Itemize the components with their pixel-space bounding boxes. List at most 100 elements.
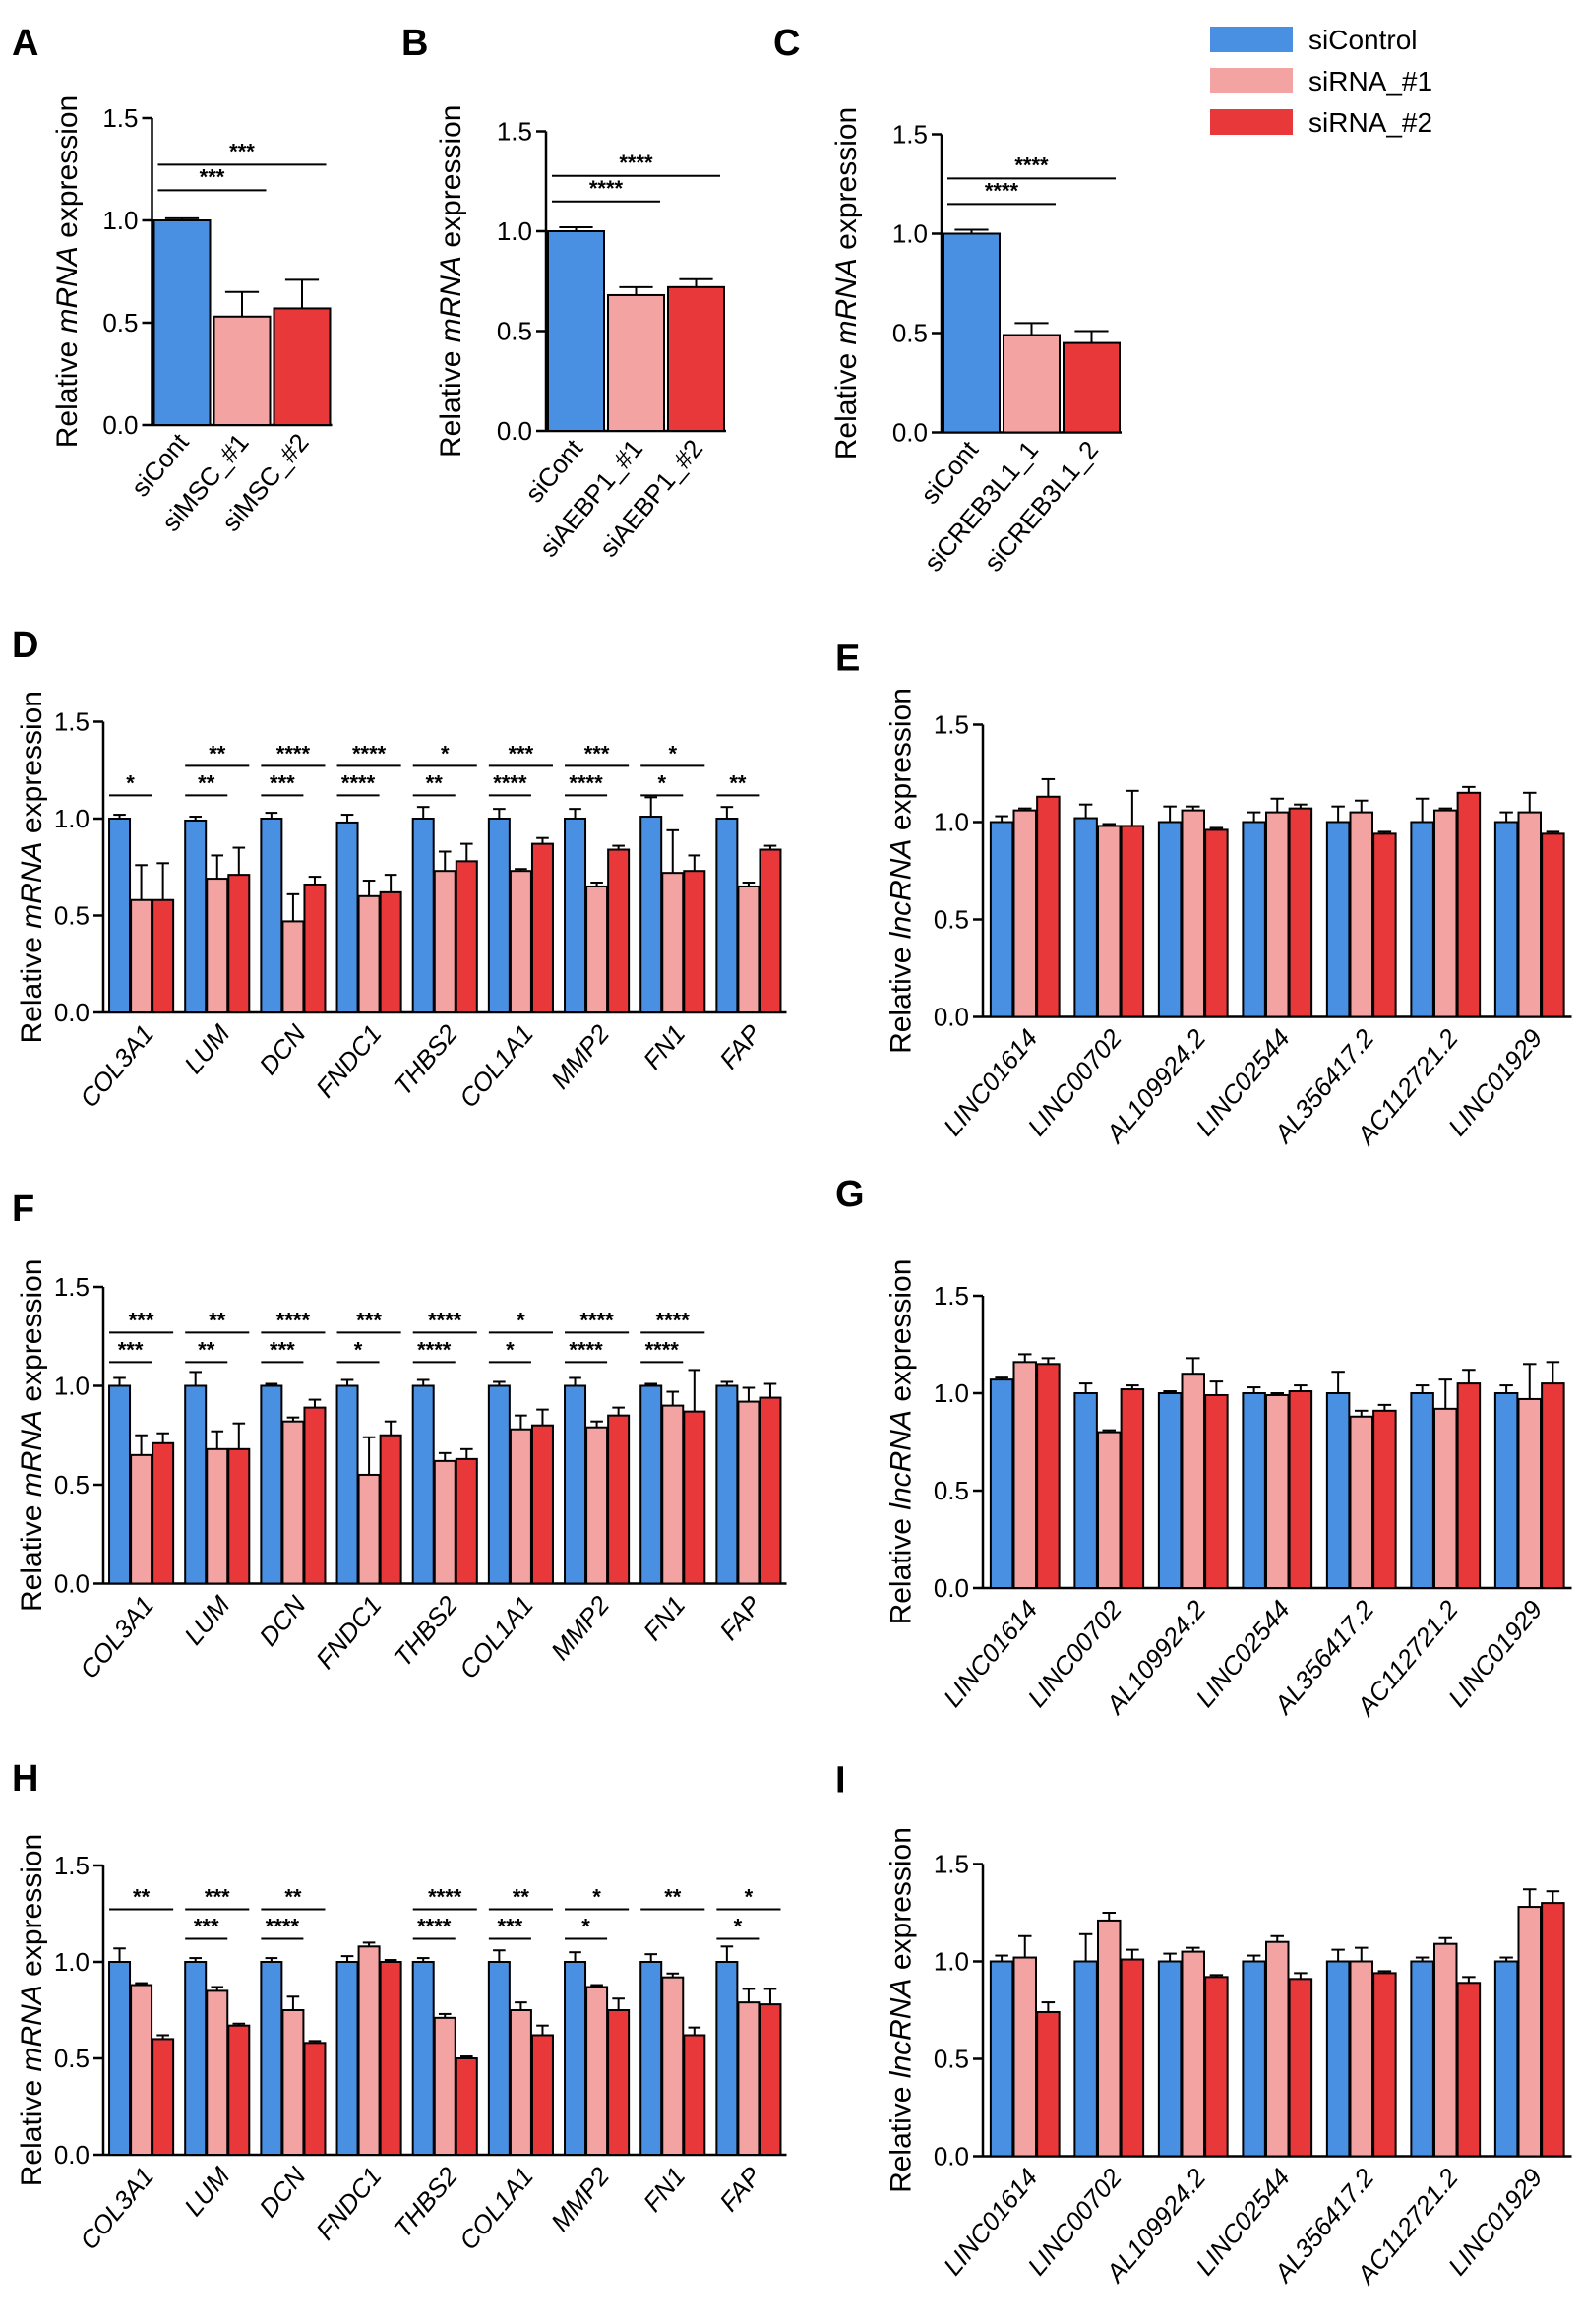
y-tick-label: 0.5 xyxy=(54,901,90,931)
panel-label: F xyxy=(12,1189,34,1230)
y-label-post: expression xyxy=(51,95,84,246)
y-axis-label: Relative mRNA expression xyxy=(435,105,467,458)
bar xyxy=(509,1428,532,1585)
y-tick-label: 0.5 xyxy=(934,905,969,935)
bar xyxy=(1204,1393,1229,1589)
bar xyxy=(1288,1978,1313,2158)
y-label-pre: Relative xyxy=(16,2072,48,2187)
sig-label: *** xyxy=(509,741,534,765)
y-tick-label: 1.5 xyxy=(102,103,138,133)
sig-label: *** xyxy=(129,1308,154,1332)
x-tick-label: FNDC1 xyxy=(310,1590,388,1675)
bar xyxy=(1012,1361,1037,1589)
bar xyxy=(737,2001,761,2157)
bar xyxy=(1242,821,1266,1018)
sig-label: ** xyxy=(209,741,226,765)
y-label-italic: mRNA xyxy=(830,258,863,344)
legend-label: siRNA_#1 xyxy=(1308,66,1432,96)
bar xyxy=(130,1984,153,2157)
y-label-post: expression xyxy=(885,688,918,838)
bar xyxy=(303,1406,327,1585)
bar xyxy=(1349,1415,1373,1590)
bar xyxy=(1433,809,1458,1018)
bar xyxy=(989,1378,1014,1590)
bar xyxy=(943,232,1001,434)
y-label-pre: Relative xyxy=(51,334,84,449)
y-label-italic: lncRNA xyxy=(885,1410,918,1510)
y-axis-label: Relative lncRNA expression xyxy=(885,1827,918,2193)
bar xyxy=(1325,1392,1351,1589)
x-tick-label: FAP xyxy=(713,1018,767,1074)
y-tick-label: 1.5 xyxy=(934,1850,969,1879)
bar xyxy=(411,1961,435,2156)
bar xyxy=(715,1384,739,1585)
sig-label: ** xyxy=(426,770,444,795)
bar xyxy=(509,870,532,1013)
bar xyxy=(547,230,605,432)
bar xyxy=(152,2038,175,2156)
sig-label: * xyxy=(745,1884,754,1909)
x-tick-label: MMP2 xyxy=(545,1590,616,1666)
bar xyxy=(1517,1397,1542,1589)
bar xyxy=(206,878,229,1013)
bar xyxy=(1372,832,1397,1018)
bar xyxy=(1242,1392,1266,1589)
bar xyxy=(487,818,511,1013)
bar xyxy=(564,1384,587,1585)
bar xyxy=(759,1396,782,1585)
y-axis-label: Relative lncRNA expression xyxy=(885,688,918,1054)
x-tick-label: MMP2 xyxy=(545,2161,616,2236)
bar xyxy=(260,1961,283,2156)
sig-label: *** xyxy=(498,1914,523,1938)
y-label-post: expression xyxy=(830,107,863,258)
bar xyxy=(1288,1390,1313,1590)
bar xyxy=(1097,1431,1122,1589)
bar xyxy=(227,874,251,1013)
sig-label: **** xyxy=(985,178,1019,203)
x-tick-label: DCN xyxy=(253,1018,311,1080)
bar xyxy=(683,2034,706,2156)
sig-label: * xyxy=(354,1337,363,1362)
bar xyxy=(1120,1958,1145,2158)
bar xyxy=(683,870,706,1013)
bar xyxy=(530,1424,554,1585)
sig-label: **** xyxy=(619,151,653,175)
x-tick-label: THBS2 xyxy=(388,2161,463,2243)
x-tick-label: FN1 xyxy=(638,1590,692,1646)
y-tick-label: 0.5 xyxy=(934,1476,969,1505)
sig-label: ** xyxy=(198,770,215,795)
y-tick-label: 1.0 xyxy=(934,808,969,837)
sig-label: * xyxy=(668,741,677,765)
bar xyxy=(1410,1392,1434,1589)
sig-label: *** xyxy=(270,770,295,795)
bar xyxy=(487,1961,511,2156)
y-tick-label: 1.5 xyxy=(934,710,969,740)
y-tick-label: 0.0 xyxy=(54,998,90,1027)
bar xyxy=(1036,1363,1061,1590)
bar xyxy=(184,1384,208,1585)
y-label-post: expression xyxy=(885,1827,918,1978)
bar xyxy=(108,1384,132,1585)
sig-label: * xyxy=(126,770,135,795)
x-tick-label: DCN xyxy=(253,1590,311,1652)
bar xyxy=(1349,1960,1373,2158)
y-label-pre: Relative xyxy=(830,345,863,460)
sig-label: *** xyxy=(200,164,225,189)
bar xyxy=(530,842,554,1013)
sig-label: ** xyxy=(284,1884,302,1909)
bar xyxy=(1120,825,1145,1018)
y-tick-label: 0.0 xyxy=(102,410,138,440)
bar xyxy=(1493,1392,1519,1589)
bar xyxy=(1288,807,1313,1018)
legend-swatch xyxy=(1210,109,1293,135)
sig-label: *** xyxy=(270,1337,295,1362)
bar xyxy=(1493,821,1519,1018)
bar xyxy=(1036,2010,1061,2158)
